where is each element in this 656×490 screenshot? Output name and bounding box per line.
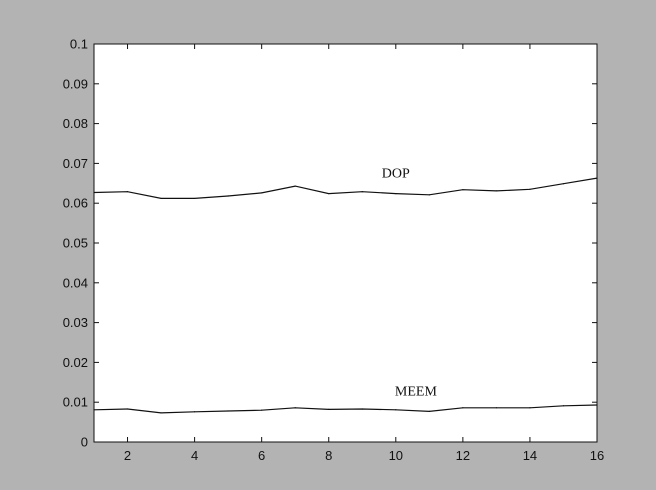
annotation-group: DOP MEEM [382,166,438,399]
y-tick-label: 0.02 [63,355,88,370]
data-point-dop [495,190,497,192]
data-point-meem [361,408,363,410]
data-point-meem [428,410,430,412]
y-tick-label: 0.03 [63,315,88,330]
data-point-meem [126,408,129,410]
y-tick-label: 0.04 [63,275,88,290]
series-line-meem [93,404,598,414]
y-tick-label: 0 [81,435,88,450]
data-point-meem [529,407,531,409]
data-point-meem [462,407,464,409]
data-point-dop [294,185,296,187]
y-tick-label: 0.09 [63,76,88,91]
data-point-meem [596,404,598,406]
data-point-meem [194,411,196,413]
data-point-meem [93,409,95,411]
data-point-dop [529,188,531,190]
y-tick-label: 0.05 [63,236,88,251]
data-point-meem [395,409,397,411]
x-axis: 2 4 6 8 10 12 14 16 [124,44,604,463]
y-tick-label: 0.06 [63,196,88,211]
data-point-dop [562,183,565,185]
data-point-meem [328,408,330,410]
data-point-meem [160,412,162,414]
y-tick-label: 0.01 [63,395,88,410]
series-group [93,177,598,414]
data-point-meem [294,407,296,409]
data-point-dop [126,191,129,193]
data-point-dop [194,197,196,200]
data-point-dop [462,189,464,191]
data-point-dop [596,177,598,179]
x-tick-label: 2 [124,448,131,463]
data-point-meem [562,405,565,407]
data-point-dop [361,191,363,193]
series-label-dop: DOP [382,166,410,181]
series-line-dop [93,177,598,199]
x-tick-label: 14 [523,448,537,463]
x-tick-label: 4 [191,448,198,463]
y-axis: 0 0.01 0.02 0.03 0.04 0.05 0.06 0.07 0.08 0.09 0.1 [63,37,597,450]
series-label-meem: MEEM [395,384,438,399]
y-tick-label: 0.07 [63,156,88,171]
x-tick-label: 10 [389,448,403,463]
x-tick-label: 16 [590,448,604,463]
data-point-dop [328,193,330,195]
x-tick-label: 6 [258,448,265,463]
data-point-meem [495,407,497,409]
data-point-dop [227,195,229,197]
data-point-dop [261,192,263,194]
data-point-dop [395,193,397,195]
data-point-dop [428,194,430,196]
x-tick-label: 12 [456,448,470,463]
data-point-meem [227,410,229,412]
x-tick-label: 8 [325,448,332,463]
data-point-meem [261,409,263,411]
y-tick-label: 0.08 [63,116,88,131]
data-point-dop [160,197,162,200]
y-tick-label: 0.1 [70,37,88,52]
plot-area [93,43,598,443]
data-point-dop [93,191,95,194]
